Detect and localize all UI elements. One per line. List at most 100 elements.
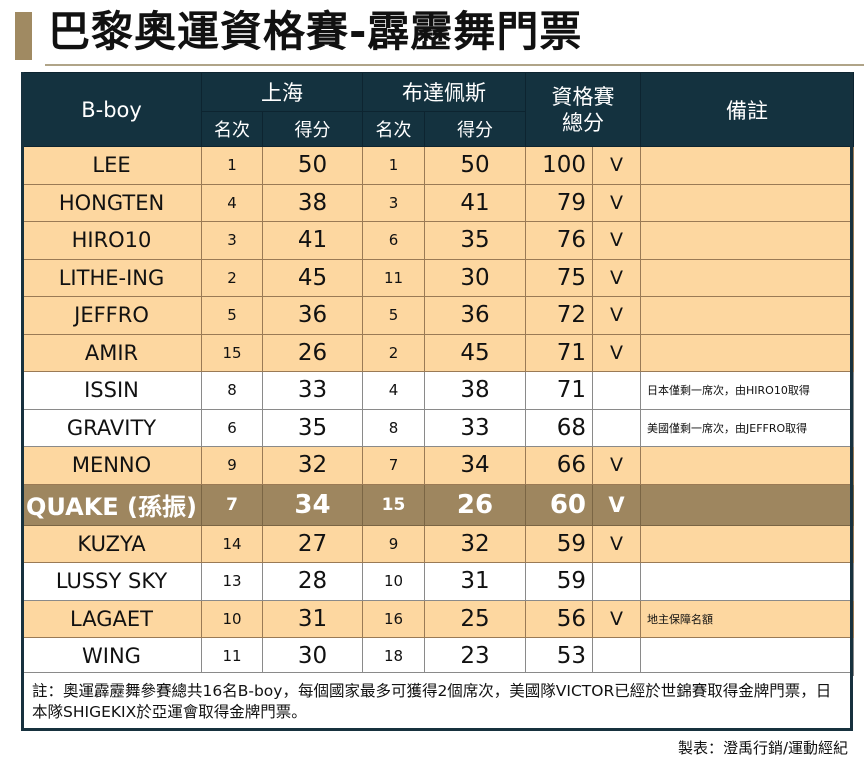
header-budapest-score: 得分 xyxy=(424,111,526,147)
shanghai-score-cell: 26 xyxy=(262,333,363,372)
budapest-rank-cell: 5 xyxy=(362,296,425,335)
note-cell xyxy=(640,524,854,563)
header-notes: 備註 xyxy=(640,72,854,147)
table-row: HIRO10 3 41 6 35 76 V xyxy=(21,221,854,260)
table-frame xyxy=(21,72,853,731)
shanghai-rank-cell: 6 xyxy=(201,408,263,447)
total-score-cell: 60 xyxy=(525,483,593,526)
budapest-rank-cell: 1 xyxy=(362,146,425,185)
note-cell xyxy=(640,562,854,601)
shanghai-score-cell: 50 xyxy=(262,146,363,185)
note-cell xyxy=(640,637,854,676)
header-shanghai-score: 得分 xyxy=(262,111,363,147)
shanghai-rank-cell: 5 xyxy=(201,296,263,335)
budapest-rank-cell: 18 xyxy=(362,637,425,676)
note-cell xyxy=(640,221,854,260)
budapest-score-cell: 23 xyxy=(424,637,526,676)
footnote: 註：奧運霹靂舞參賽總共16名B-boy，每個國家最多可獲得2個席次，美國隊VIC… xyxy=(24,672,850,728)
shanghai-rank-cell: 15 xyxy=(201,333,263,372)
budapest-rank-cell: 15 xyxy=(362,483,425,526)
note-cell xyxy=(640,258,854,297)
bboy-name-cell: KUZYA xyxy=(21,524,202,563)
note-cell: 地主保障名額 xyxy=(640,599,854,638)
note-cell xyxy=(640,446,854,485)
note-cell xyxy=(640,483,854,526)
table-row: ISSIN 8 33 4 38 71 日本僅剩一席次，由HIRO10取得 xyxy=(21,371,854,410)
qualified-mark-cell: V xyxy=(592,524,641,563)
header-shanghai-rank: 名次 xyxy=(201,111,263,147)
note-cell xyxy=(640,333,854,372)
qualified-mark-cell xyxy=(592,371,641,410)
budapest-score-cell: 41 xyxy=(424,183,526,222)
total-score-cell: 53 xyxy=(525,637,593,676)
shanghai-rank-cell: 7 xyxy=(201,483,263,526)
budapest-rank-cell: 7 xyxy=(362,446,425,485)
table-row: QUAKE (孫振) 7 34 15 26 60 V xyxy=(21,483,854,526)
page-title: 巴黎奧運資格賽-霹靂舞門票 xyxy=(48,7,583,56)
header-budapest-rank: 名次 xyxy=(362,111,425,147)
budapest-score-cell: 30 xyxy=(424,258,526,297)
budapest-rank-cell: 10 xyxy=(362,562,425,601)
budapest-score-cell: 45 xyxy=(424,333,526,372)
bboy-name-cell: JEFFRO xyxy=(21,296,202,335)
table-row: LUSSY SKY 13 28 10 31 59 xyxy=(21,562,854,601)
budapest-rank-cell: 8 xyxy=(362,408,425,447)
budapest-rank-cell: 4 xyxy=(362,371,425,410)
shanghai-score-cell: 45 xyxy=(262,258,363,297)
table-row: AMIR 15 26 2 45 71 V xyxy=(21,333,854,372)
qualified-mark-cell xyxy=(592,408,641,447)
shanghai-rank-cell: 11 xyxy=(201,637,263,676)
table-row: LITHE-ING 2 45 11 30 75 V xyxy=(21,258,854,297)
shanghai-score-cell: 35 xyxy=(262,408,363,447)
note-cell xyxy=(640,296,854,335)
note-cell xyxy=(640,146,854,185)
qualified-mark-cell: V xyxy=(592,183,641,222)
header-total: 資格賽 總分 xyxy=(525,72,641,147)
total-score-cell: 71 xyxy=(525,333,593,372)
bboy-name-cell: LEE xyxy=(21,146,202,185)
budapest-score-cell: 26 xyxy=(424,483,526,526)
total-score-cell: 76 xyxy=(525,221,593,260)
qualified-mark-cell: V xyxy=(592,258,641,297)
table-row: LEE 1 50 1 50 100 V xyxy=(21,146,854,185)
shanghai-rank-cell: 2 xyxy=(201,258,263,297)
shanghai-score-cell: 41 xyxy=(262,221,363,260)
shanghai-rank-cell: 3 xyxy=(201,221,263,260)
bboy-name-cell: MENNO xyxy=(21,446,202,485)
total-score-cell: 66 xyxy=(525,446,593,485)
title-accent-bar xyxy=(15,12,32,60)
total-score-cell: 68 xyxy=(525,408,593,447)
bboy-name-cell: WING xyxy=(21,637,202,676)
budapest-rank-cell: 2 xyxy=(362,333,425,372)
budapest-score-cell: 25 xyxy=(424,599,526,638)
title-divider xyxy=(45,64,864,66)
budapest-score-cell: 31 xyxy=(424,562,526,601)
bboy-name-cell: LITHE-ING xyxy=(21,258,202,297)
qualified-mark-cell xyxy=(592,637,641,676)
budapest-score-cell: 38 xyxy=(424,371,526,410)
qualification-table: B-boy 上海 布達佩斯 資格賽 總分 備註 名次 得分 名次 得分 LEE 1… xyxy=(21,72,854,676)
budapest-score-cell: 50 xyxy=(424,146,526,185)
budapest-rank-cell: 16 xyxy=(362,599,425,638)
table-row: JEFFRO 5 36 5 36 72 V xyxy=(21,296,854,335)
shanghai-rank-cell: 1 xyxy=(201,146,263,185)
shanghai-score-cell: 34 xyxy=(262,483,363,526)
credit: 製表：澄禹行銷/運動經紀 xyxy=(677,739,848,757)
total-score-cell: 72 xyxy=(525,296,593,335)
bboy-name-cell: HIRO10 xyxy=(21,221,202,260)
note-cell: 美國僅剩一席次，由JEFFRO取得 xyxy=(640,408,854,447)
bboy-name-cell: QUAKE (孫振) xyxy=(21,483,202,526)
qualified-mark-cell xyxy=(592,562,641,601)
budapest-rank-cell: 11 xyxy=(362,258,425,297)
budapest-rank-cell: 6 xyxy=(362,221,425,260)
budapest-score-cell: 36 xyxy=(424,296,526,335)
note-cell xyxy=(640,183,854,222)
header-total-line2: 總分 xyxy=(562,110,604,135)
shanghai-score-cell: 33 xyxy=(262,371,363,410)
budapest-rank-cell: 9 xyxy=(362,524,425,563)
budapest-score-cell: 33 xyxy=(424,408,526,447)
qualified-mark-cell: V xyxy=(592,599,641,638)
qualified-mark-cell: V xyxy=(592,221,641,260)
shanghai-rank-cell: 10 xyxy=(201,599,263,638)
table-row: KUZYA 14 27 9 32 59 V xyxy=(21,524,854,563)
